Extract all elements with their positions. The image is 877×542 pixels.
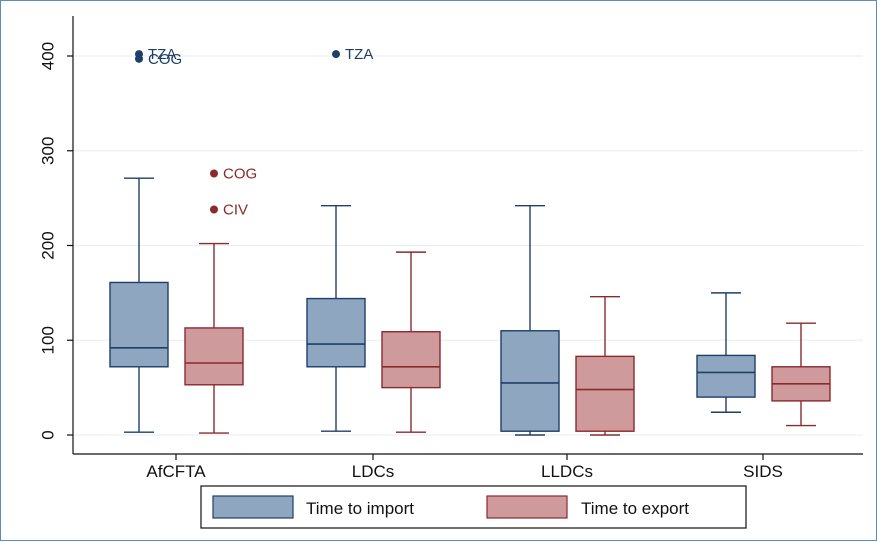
box-afcfta-import [109, 177, 169, 433]
box-sids-import [696, 292, 756, 413]
outlier-point [210, 205, 218, 214]
outlier-label: CIV [223, 201, 248, 218]
outlier-point [210, 169, 218, 178]
box-iqr [696, 354, 756, 398]
y-tick-label: 200 [38, 231, 57, 259]
box-lldcs-import [500, 205, 560, 436]
outlier-point [135, 54, 143, 63]
legend-label-import: Time to import [306, 499, 414, 518]
y-tick-label: 300 [38, 137, 57, 165]
y-tick-label: 100 [38, 326, 57, 354]
box-lldcs-export [575, 295, 635, 436]
box-ldcs-import [306, 205, 366, 432]
legend-label-export: Time to export [581, 499, 689, 518]
legend-swatch-import [212, 495, 294, 519]
outlier-label: COG [223, 165, 257, 182]
y-tick-label: 0 [38, 430, 57, 439]
box-series [109, 177, 831, 436]
category-label: SIDS [743, 462, 783, 481]
category-label: LDCs [352, 462, 395, 481]
outlier-label: TZA [148, 46, 176, 63]
box-iqr [109, 281, 169, 368]
legend: Time to import Time to export [200, 485, 747, 529]
box-iqr [500, 330, 560, 432]
y-tick-label: 400 [38, 42, 57, 70]
box-iqr [381, 331, 441, 389]
box-afcfta-export [184, 242, 244, 434]
legend-swatch-export [486, 495, 568, 519]
outlier-label: COG [148, 51, 182, 68]
box-sids-export [771, 322, 831, 427]
category-label: LLDCs [541, 462, 593, 481]
outlier-label: TZA [345, 46, 373, 63]
y-axis: 0 100 200 300 400 [38, 16, 863, 455]
box-ldcs-export [381, 251, 441, 433]
x-axis-labels: AfCFTA LDCs LLDCs SIDS [146, 454, 783, 481]
box-iqr [184, 327, 244, 386]
outlier-point [332, 50, 340, 59]
box-iqr [575, 355, 635, 432]
box-iqr [306, 297, 366, 368]
category-label: AfCFTA [146, 462, 206, 481]
